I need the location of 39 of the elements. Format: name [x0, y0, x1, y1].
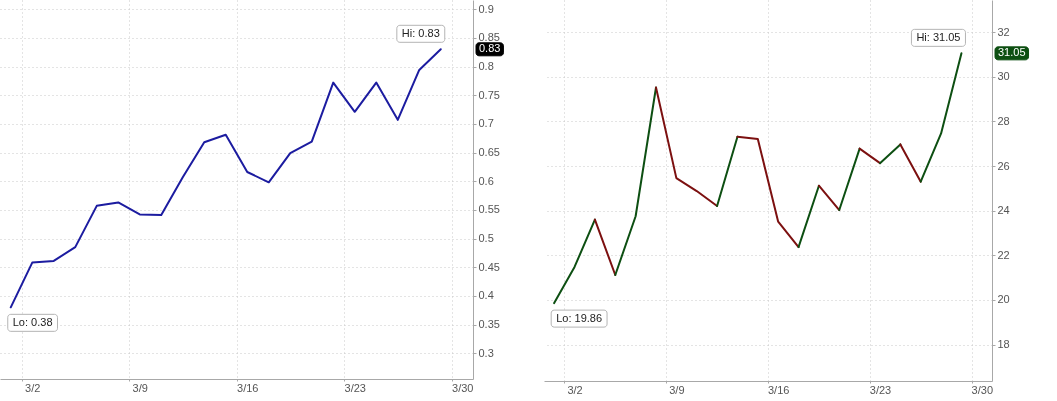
x-tick-label: 3/2 — [25, 381, 41, 394]
y-tick-label: 0.6 — [478, 174, 494, 187]
y-tick-label: 0.55 — [478, 203, 500, 216]
x-tick-label: 3/30 — [971, 383, 994, 396]
y-tick-label: 0.75 — [478, 88, 500, 101]
y-tick-label: 18 — [997, 338, 1010, 351]
x-tick-label: 3/9 — [132, 381, 148, 394]
y-tick-label: 0.65 — [478, 146, 500, 159]
x-tick-label: 3/2 — [567, 383, 583, 396]
annotation: Lo: 0.38 — [12, 315, 53, 328]
y-tick-label: 24 — [997, 204, 1010, 217]
line-series — [736, 135, 800, 249]
y-tick-label: 0.85 — [478, 31, 500, 44]
y-tick-label: 28 — [997, 114, 1010, 127]
y-tick-label: 32 — [997, 25, 1010, 38]
annotation: Lo: 19.86 — [556, 311, 603, 324]
x-tick-label: 3/23 — [869, 383, 892, 396]
annotation: Hi: 0.83 — [401, 26, 440, 39]
text: 31.05 — [998, 46, 1026, 59]
y-tick-label: 30 — [997, 70, 1010, 83]
x-tick-label: 3/30 — [452, 381, 474, 394]
y-tick-label: 0.7 — [478, 117, 494, 130]
y-tick-label: 0.8 — [478, 60, 494, 73]
y-tick-label: 0.4 — [478, 289, 494, 302]
x-tick-label: 3/16 — [237, 381, 259, 394]
y-tick-label: 26 — [997, 159, 1010, 172]
y-tick-label: 0.35 — [478, 318, 500, 331]
x-tick-label: 3/16 — [767, 383, 790, 396]
annotation: Hi: 31.05 — [916, 30, 961, 43]
line-series — [655, 86, 719, 208]
x-tick-label: 3/9 — [669, 383, 685, 396]
y-tick-label: 0.3 — [478, 346, 494, 359]
line-series — [9, 48, 442, 309]
y-tick-label: 0.45 — [478, 260, 500, 273]
y-tick-label: 20 — [997, 293, 1010, 306]
x-tick-label: 3/23 — [344, 381, 366, 394]
y-tick-label: 22 — [997, 248, 1010, 261]
y-tick-label: 0.5 — [478, 232, 494, 245]
y-tick-label: 0.9 — [478, 2, 494, 15]
